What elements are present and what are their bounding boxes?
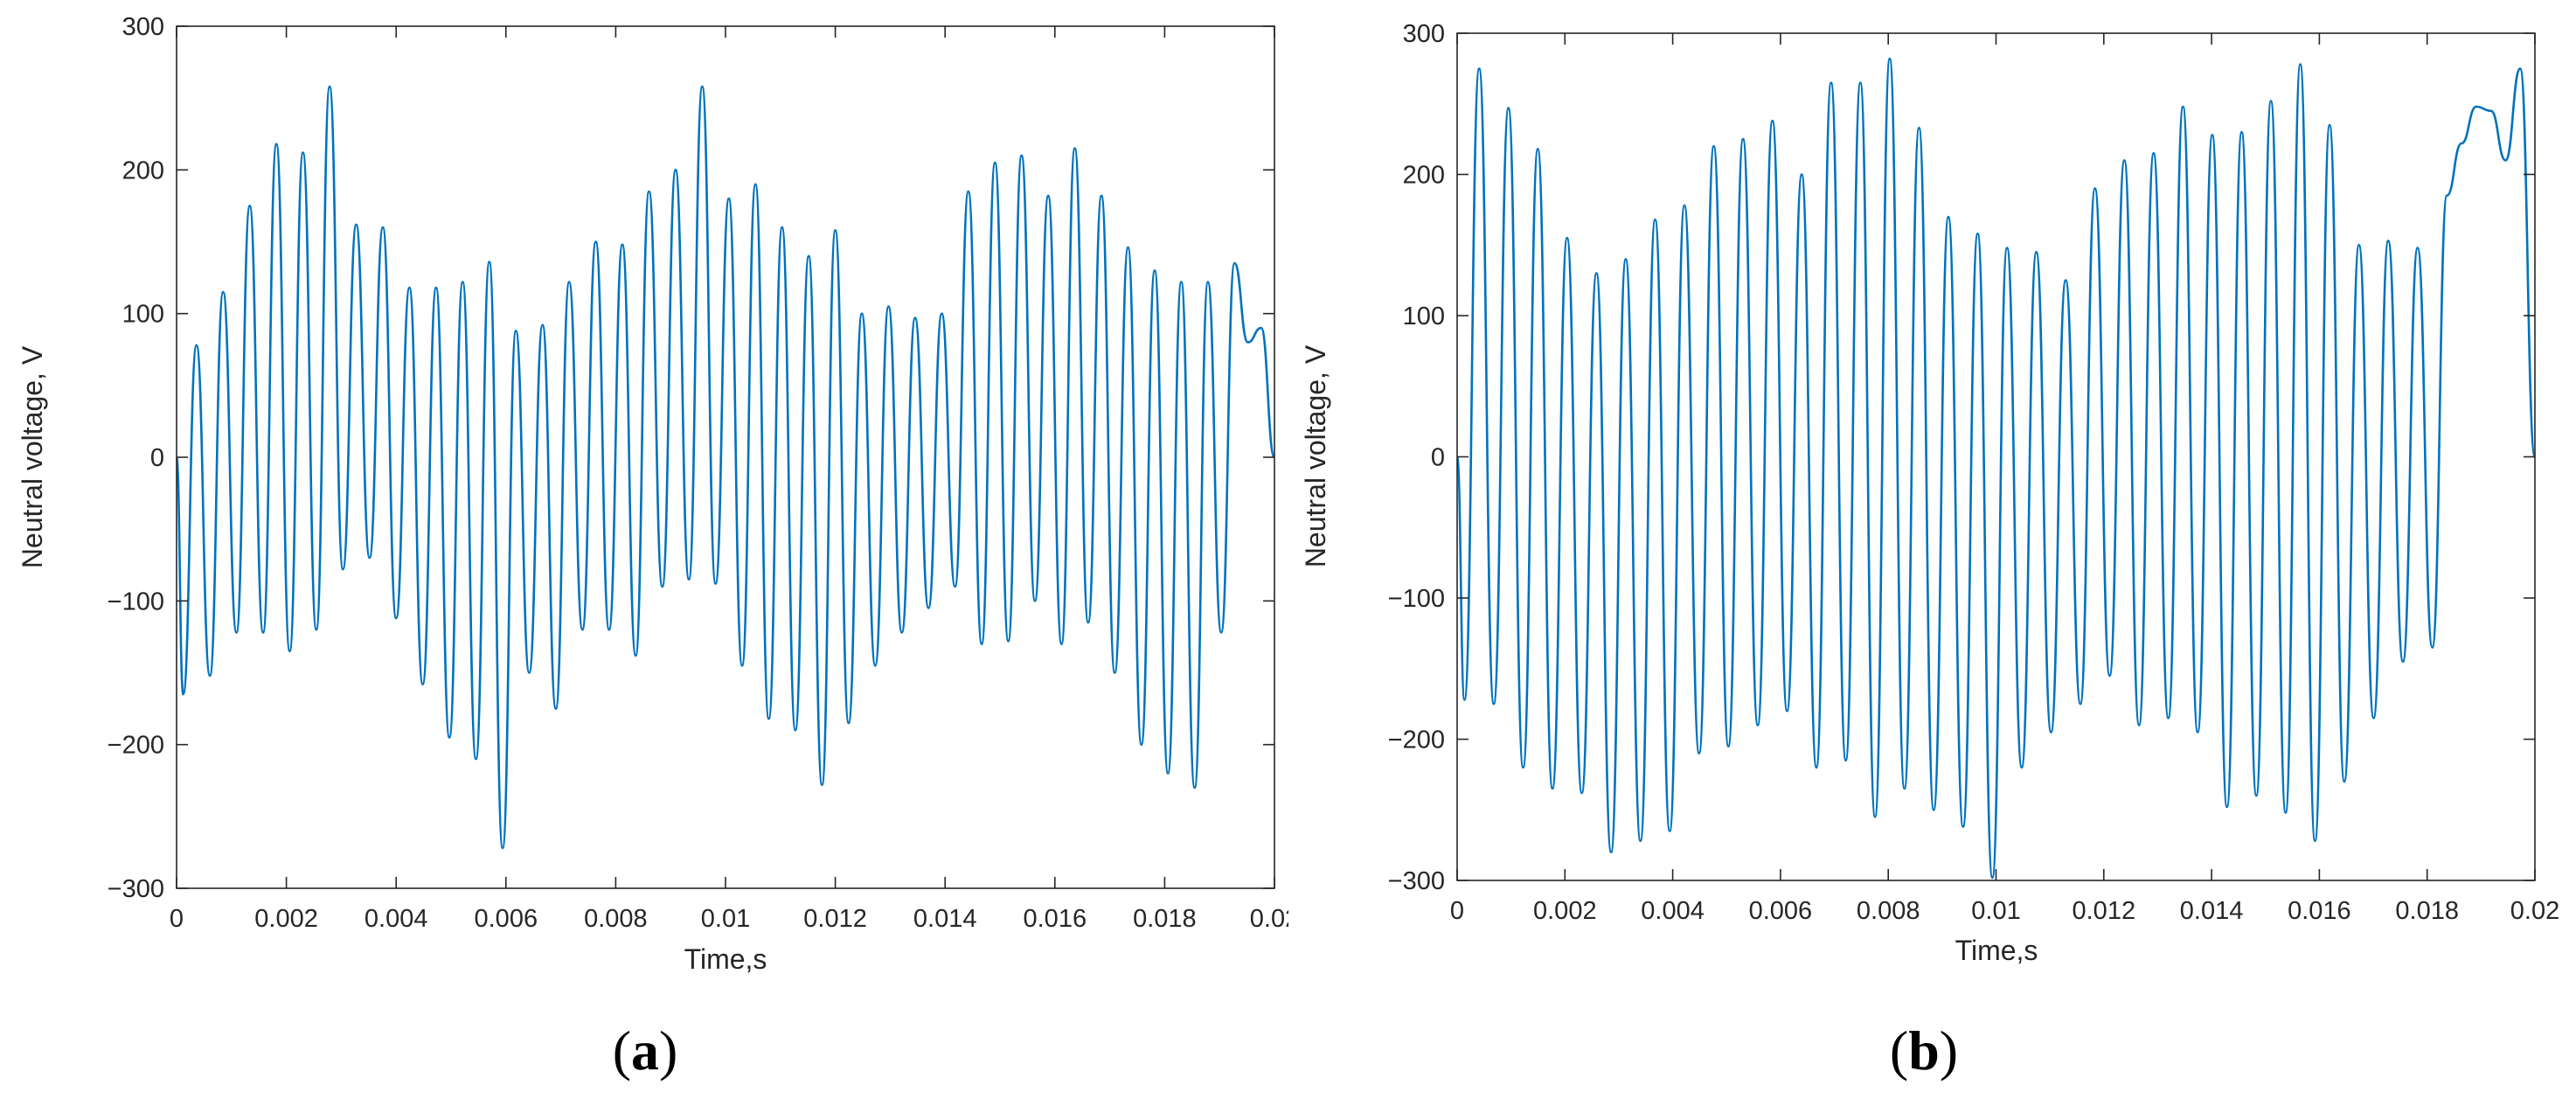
y-tick-label: −300 (1388, 867, 1445, 895)
x-tick-label: 0.01 (701, 905, 750, 933)
x-tick-label: 0.008 (584, 905, 648, 933)
x-tick-label: 0.018 (2395, 897, 2459, 925)
y-tick-label: 100 (1403, 303, 1445, 330)
y-tick-label: 100 (122, 301, 164, 329)
x-tick-label: 0.012 (2073, 897, 2136, 925)
x-tick-label: 0.002 (254, 905, 318, 933)
y-tick-label: −100 (108, 588, 164, 616)
y-tick-label: 300 (1403, 20, 1445, 48)
y-tick-label: 200 (1403, 162, 1445, 190)
series-line (1455, 57, 2537, 880)
x-tick-label: 0.016 (2288, 897, 2351, 925)
y-tick-label: 200 (122, 157, 164, 184)
chart-panel-b: 0 0.002 0.004 0.006 0.008 0.01 0.012 0.014 0.016… (1288, 0, 2576, 1099)
x-axis-label: Time,s (684, 943, 767, 975)
y-tick-label: 0 (150, 444, 164, 472)
plot-frame (176, 25, 1275, 889)
panel-b-caption: (b) (1889, 1019, 1959, 1082)
x-tick-label: 0 (170, 905, 184, 933)
y-tick-label: −200 (108, 732, 164, 760)
y-tick-label: 0 (1431, 444, 1445, 472)
x-tick-label: 0.006 (1749, 897, 1813, 925)
x-tick-label: 0.006 (475, 905, 538, 933)
y-tick-label: −300 (108, 875, 164, 903)
x-tick-label: 0.02 (2510, 897, 2559, 925)
y-axis-label: Neutral voltage, V (1300, 344, 1331, 567)
x-tick-label: 0.004 (1641, 897, 1705, 925)
x-tick-label: 0.014 (913, 905, 977, 933)
chart-a-svg: 0 0.002 0.004 0.006 0.008 0.01 0.012 0.014 0.016… (17, 13, 1288, 975)
chart-b-svg: 0 0.002 0.004 0.006 0.008 0.01 0.012 0.014 0.016… (1300, 20, 2559, 966)
x-tick-label: 0.004 (365, 905, 428, 933)
y-tick-label: −100 (1388, 585, 1445, 613)
x-tick-label: 0.02 (1250, 905, 1288, 933)
x-tick-label: 0.01 (1971, 897, 2020, 925)
series-line (175, 85, 1276, 850)
x-tick-label: 0 (1450, 897, 1464, 925)
x-tick-label: 0.016 (1024, 905, 1087, 933)
x-axis-label: Time,s (1955, 935, 2038, 966)
y-tick-label: −200 (1388, 727, 1445, 755)
panel-a-caption: (a) (612, 1019, 678, 1082)
y-axis-label: Neutral voltage, V (17, 345, 48, 568)
x-tick-label: 0.008 (1857, 897, 1920, 925)
x-tick-label: 0.014 (2180, 897, 2244, 925)
x-tick-label: 0.002 (1533, 897, 1597, 925)
x-tick-label: 0.012 (803, 905, 867, 933)
y-tick-label: 300 (122, 13, 164, 41)
chart-panel-a: 0 0.002 0.004 0.006 0.008 0.01 0.012 0.014 0.016… (17, 13, 1288, 1082)
x-tick-label: 0.018 (1133, 905, 1197, 933)
